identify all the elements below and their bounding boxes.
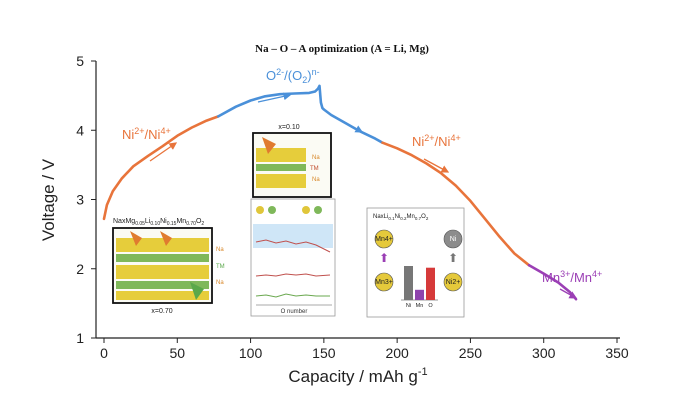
y-tick-label: 3	[76, 192, 84, 208]
inset-left-caption: x=0.70	[151, 308, 172, 315]
y-ticks: 1 2 3 4 5	[76, 53, 96, 346]
ion-mn4-circle	[374, 229, 394, 249]
curve-segment-3	[381, 141, 531, 267]
inset-bar-label: O	[428, 303, 433, 309]
inset-center-trace-1	[255, 239, 331, 253]
layer-tm-top	[116, 254, 209, 262]
y-axis-label: Voltage / V	[39, 158, 58, 241]
center-octahedron	[262, 137, 276, 154]
inset-center-blue-band	[253, 224, 333, 248]
inset-right: NaxLi0.1Ni0.2Mn0.7O2 Mn4+ Ni ⬆ ⬆ Mn3+ Ni…	[366, 207, 465, 318]
x-axis-label-superscript: -1	[418, 366, 428, 378]
arrow-up-right-icon: ⬆	[448, 251, 458, 265]
center-layer-na-top	[256, 148, 306, 162]
inset-left-site-na-bottom: Na	[216, 280, 224, 286]
orbital-1	[256, 206, 264, 214]
arrow-ni-left	[149, 142, 178, 162]
layer-na-top	[116, 238, 209, 252]
inset-center-trace-3	[255, 293, 330, 298]
x-tick-label: 100	[239, 345, 263, 361]
ion-ni-label: Ni	[450, 236, 457, 243]
inset-bar-ni	[404, 266, 413, 300]
inset-right-bar-chart: Ni Mn O	[401, 266, 438, 309]
arrow-mn	[559, 288, 578, 299]
x-tick-label: 50	[169, 345, 185, 361]
y-tick-label: 4	[76, 122, 84, 138]
y-tick-label: 2	[76, 261, 84, 277]
y-tick-label: 5	[76, 53, 84, 69]
orbital-3	[302, 206, 310, 214]
inset-right-formula: NaxLi0.1Ni0.2Mn0.7O2	[373, 214, 429, 221]
arrow-oxygen-right	[332, 115, 364, 133]
inset-left-site-tm: TM	[216, 264, 225, 270]
arrow-ni-right	[423, 158, 450, 173]
inset-center: x=0.10 Na TM Na O number	[250, 124, 336, 317]
inset-center-header: x=0.10	[278, 124, 299, 131]
orbital-4	[314, 206, 322, 214]
inset-center-plot-frame	[250, 198, 336, 317]
curve-segment-1	[102, 115, 220, 221]
inset-bar-label: Mn	[416, 303, 424, 309]
octahedron-1	[130, 231, 142, 246]
ion-ni-circle	[443, 229, 463, 249]
redox-label-ni-left: Ni2+/Ni4+	[122, 126, 171, 142]
ion-mn3-circle	[374, 272, 394, 292]
x-tick-label: 200	[385, 345, 409, 361]
inset-center-site-na-bottom: Na	[312, 177, 320, 183]
inset-bar-o	[426, 267, 435, 300]
layer-tm-bottom	[116, 281, 209, 289]
layer-na-bottom	[116, 291, 209, 300]
x-tick-label: 250	[459, 345, 483, 361]
ion-ni2-circle	[443, 272, 463, 292]
center-layer-na-bottom	[256, 174, 306, 188]
chart-title: Na – O – A optimization (A = Li, Mg)	[255, 43, 429, 55]
ion-mn3-label: Mn3+	[375, 279, 393, 286]
x-tick-label: 350	[605, 345, 629, 361]
inset-bar-label: Ni	[406, 303, 411, 309]
octahedron-3	[190, 282, 204, 300]
inset-center-site-tm: TM	[310, 166, 319, 172]
arrow-oxygen-left	[257, 92, 292, 103]
x-tick-label: 150	[312, 345, 336, 361]
x-axis-label: Capacity / mAh g-1	[288, 366, 427, 386]
inset-bar-mn	[415, 289, 424, 300]
inset-left-structure: NaxMg0.05Li0.10Ni0.15Mn0.70O2 Na TM Na x…	[112, 218, 225, 315]
x-tick-label: 300	[532, 345, 556, 361]
redox-label-oxygen: O2-/(O2)n-	[266, 67, 320, 85]
ion-mn4-label: Mn4+	[375, 236, 393, 243]
center-layer-tm	[256, 164, 306, 171]
inset-left-formula: NaxMg0.05Li0.10Ni0.15Mn0.70O2	[113, 218, 204, 227]
y-tick-label: 1	[76, 330, 84, 346]
ion-ni2-label: Ni2+	[446, 279, 461, 286]
orbital-2	[268, 206, 276, 214]
inset-center-site-na-top: Na	[312, 155, 320, 161]
arrow-up-left-icon: ⬆	[379, 251, 389, 265]
inset-center-xaxis-label: O number	[281, 309, 308, 315]
octahedron-2	[160, 231, 172, 246]
x-ticks: 0 50 100 150 200 250 300 350	[100, 338, 629, 361]
redox-label-mn: Mn3+/Mn4+	[542, 269, 602, 285]
layer-na-mid	[116, 265, 209, 279]
inset-left-site-na-top: Na	[216, 247, 224, 253]
x-tick-label: 0	[100, 345, 108, 361]
redox-label-ni-right: Ni2+/Ni4+	[412, 133, 461, 149]
inset-center-trace-2	[255, 273, 331, 277]
